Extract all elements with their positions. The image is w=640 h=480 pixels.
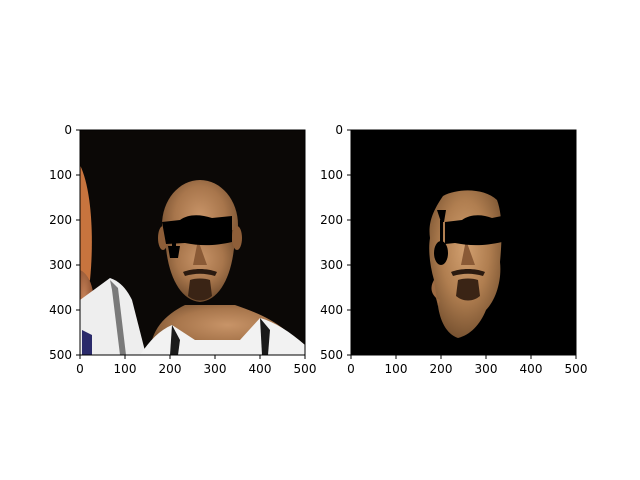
- left-y-tick-label: 300: [49, 258, 72, 272]
- right-axes-frame: [350, 129, 577, 356]
- right-y-tick-label: 200: [320, 213, 343, 227]
- left-y-tick-label: 0: [64, 123, 72, 137]
- left-axes-frame: [79, 129, 306, 356]
- right-y-tick-label: 300: [320, 258, 343, 272]
- right-x-tick-label: 200: [430, 362, 453, 376]
- right-y-tick-label: 500: [320, 348, 343, 362]
- right-axes: 0 100 200 300 400 500 0 100 200 300 400 500: [320, 123, 587, 376]
- left-x-tick-label: 0: [76, 362, 84, 376]
- right-x-tick-label: 400: [520, 362, 543, 376]
- right-y-tick-label: 100: [320, 168, 343, 182]
- left-x-tick-label: 200: [159, 362, 182, 376]
- right-x-tick-label: 300: [475, 362, 498, 376]
- left-x-tick-label: 400: [249, 362, 272, 376]
- left-x-tick-label: 100: [114, 362, 137, 376]
- left-x-tick-label: 300: [204, 362, 227, 376]
- left-image: [80, 130, 305, 355]
- right-x-tick-label: 500: [565, 362, 588, 376]
- left-y-tick-label: 100: [49, 168, 72, 182]
- left-x-tick-label: 500: [294, 362, 317, 376]
- right-x-tick-label: 0: [347, 362, 355, 376]
- right-y-tick-label: 400: [320, 303, 343, 317]
- right-y-tick-label: 0: [335, 123, 343, 137]
- left-y-tick-label: 400: [49, 303, 72, 317]
- right-image: [351, 130, 576, 355]
- left-y-tick-label: 200: [49, 213, 72, 227]
- right-x-tick-label: 100: [385, 362, 408, 376]
- left-axes: 0 100 200 300 400 500 0 100 200 300 400 500: [49, 123, 316, 376]
- left-y-tick-label: 500: [49, 348, 72, 362]
